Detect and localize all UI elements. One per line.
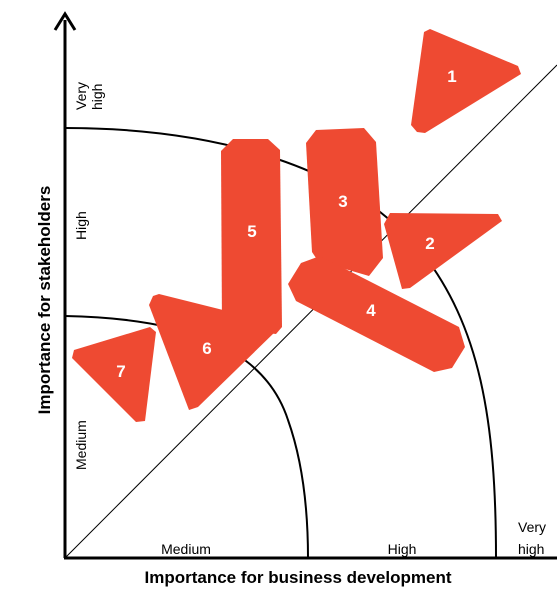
item-1-shape: [411, 29, 521, 133]
y-axis-title: Importance for stakeholders: [35, 186, 54, 415]
item-5-shape: [221, 139, 282, 334]
item-2-shape: [384, 213, 502, 289]
item-1-label: 1: [447, 67, 456, 86]
item-7-label: 7: [116, 362, 125, 381]
item-3-shape: [306, 128, 383, 276]
x-zone-high-label: High: [388, 541, 417, 557]
item-4-label: 4: [366, 301, 376, 320]
item-5-label: 5: [247, 222, 256, 241]
y-zone-medium-label: Medium: [73, 420, 89, 470]
x-zone-medium-label: Medium: [161, 541, 211, 557]
diagonal-line: [64, 64, 557, 559]
x-zone-very-high-label-line1: Very: [518, 519, 546, 535]
x-axis-title: Importance for business development: [144, 568, 451, 587]
threshold-curve-high: [64, 315, 309, 559]
item-4-shape: [288, 256, 465, 372]
item-7-shape: [72, 327, 156, 422]
y-axis-arrow-icon: [53, 11, 77, 31]
item-3-label: 3: [338, 192, 347, 211]
item-6-label: 6: [202, 339, 211, 358]
item-2-label: 2: [425, 234, 434, 253]
y-zone-high-label: High: [73, 211, 89, 240]
y-zone-very-high-label-line2: high: [89, 84, 105, 110]
x-zone-very-high-label-line2: high: [518, 541, 544, 557]
y-zone-very-high-label-line1: Very: [73, 82, 89, 110]
item-6-shape: [149, 294, 277, 410]
